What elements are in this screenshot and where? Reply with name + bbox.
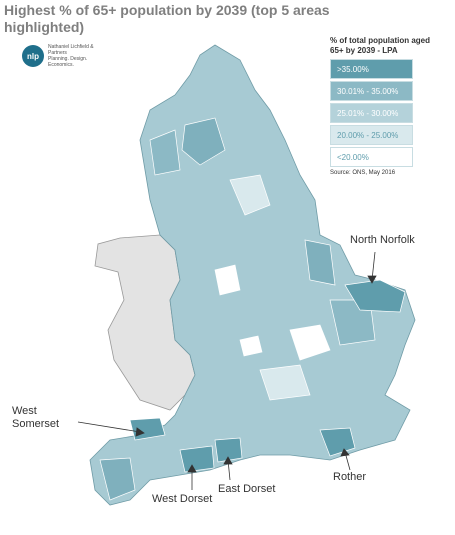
logo-name: Nathaniel Lichfield & Partners (48, 44, 94, 56)
legend-items: >35.00% 30.01% - 35.00% 25.01% - 30.00% 20.… (330, 59, 445, 167)
source: Source: ONS, May 2016 (330, 170, 396, 176)
legend-item: 25.01% - 30.00% (330, 103, 413, 123)
map-label: Rother (333, 471, 367, 483)
map-label: West Somerset (12, 405, 60, 430)
map-label: West Dorset (152, 493, 213, 505)
legend-item: <20.00% (330, 147, 413, 167)
legend-title: % of total population aged 65+ by 2039 -… (330, 36, 430, 55)
logo-mark: nlp (22, 45, 44, 67)
title: Highest % of 65+ population by 2039 (top… (4, 2, 330, 35)
map-label: North Norfolk (350, 234, 415, 246)
map-label: East Dorset (218, 483, 276, 495)
pointers (77, 251, 377, 490)
logo-tagline: Planning. Design. Economics. (48, 56, 88, 68)
legend-item: >35.00% (330, 59, 413, 79)
logo: nlp Nathaniel Lichfield & Partners Plann… (22, 44, 108, 68)
legend-item: 20.00% - 25.00% (330, 125, 413, 145)
legend: % of total population aged 65+ by 2039 -… (330, 36, 445, 176)
district-patches (99, 117, 406, 501)
logo-text: Nathaniel Lichfield & Partners Planning.… (48, 44, 108, 68)
legend-item: 30.01% - 35.00% (330, 81, 413, 101)
